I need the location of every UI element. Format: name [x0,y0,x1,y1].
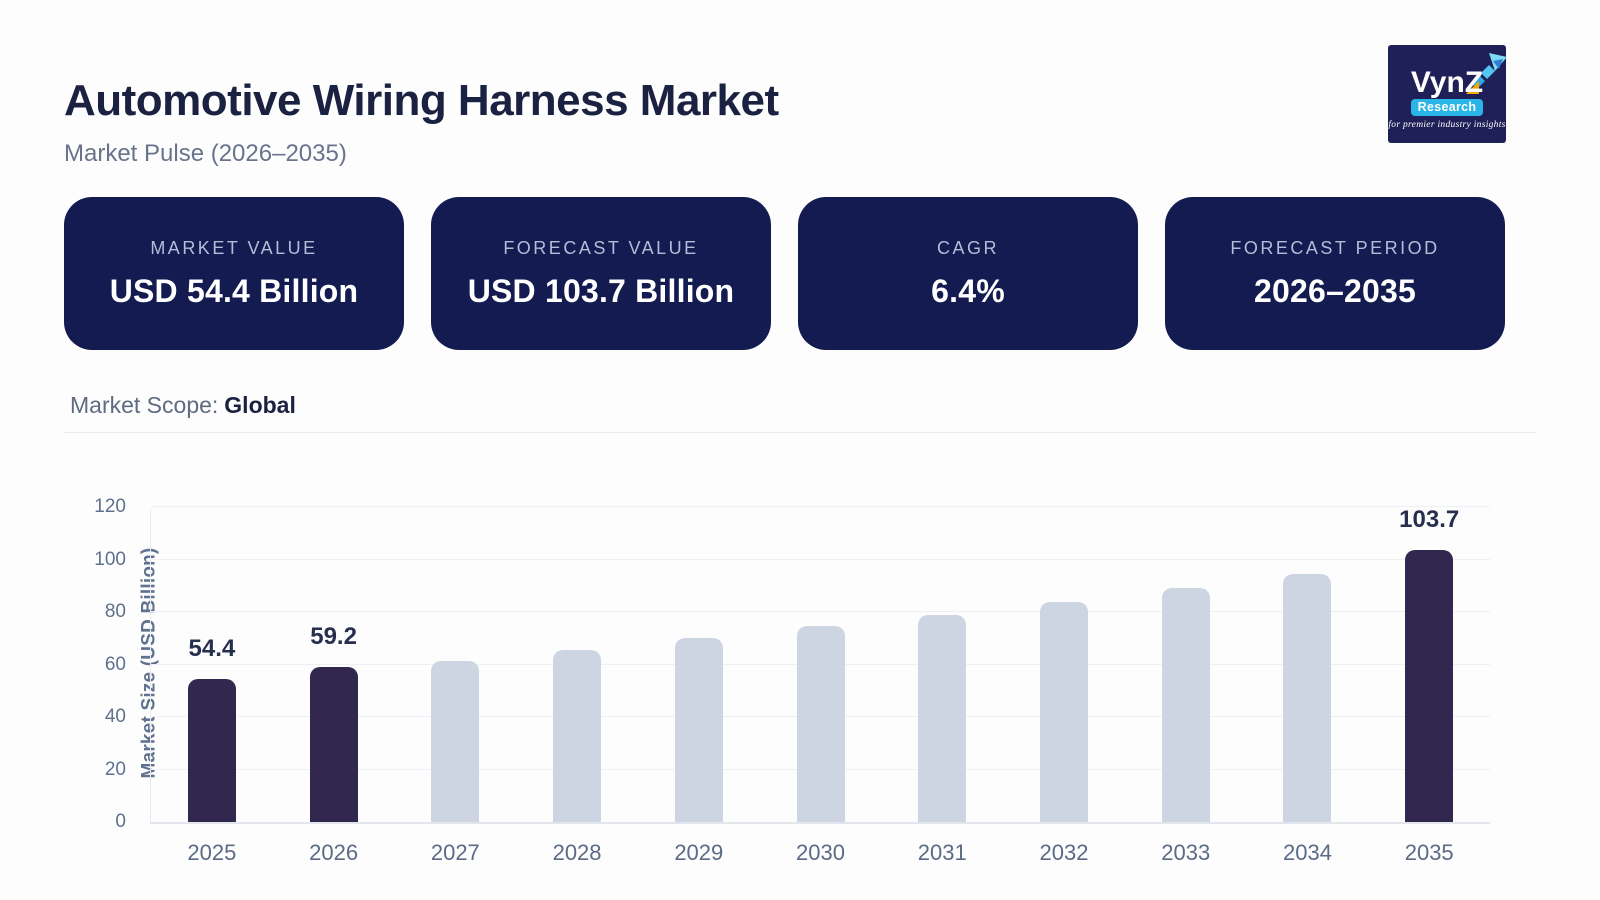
bar-2033 [1161,588,1210,822]
bar-cells: 54.4 2025 59.2 2026 2027 2028 2029 2030 2031 2032… [151,505,1490,865]
x-tick-2029: 2029 [674,840,724,865]
x-tick-2027: 2027 [430,840,480,865]
x-tick-2025: 2025 [187,840,237,865]
stat-card-cagr: CAGR 6.4% [798,197,1138,350]
stat-card-forecast-value: FORECAST VALUE USD 103.7 Billion [431,197,771,350]
x-tick-2026: 2026 [309,840,359,865]
data-label-2025: 54.4 [188,635,236,663]
bar-2032 [1040,601,1088,822]
bar-cell-2029: 2029 [638,509,760,865]
bar-cell-2031: 2031 [881,509,1003,865]
chart-plot-area: 0 20 40 60 80 100 120 54.4 2025 59.2 2026 2027 2028 2… [94,497,1490,865]
stat-card-market-value: MARKET VALUE USD 54.4 Billion [64,197,404,350]
y-tick-20: 20 [104,758,126,780]
bar-2025 [187,679,236,822]
y-tick-60: 60 [104,653,126,675]
y-tick-0: 0 [115,811,126,832]
stat-value: 2026–2035 [1254,272,1416,309]
page-title: Automotive Wiring Harness Market [64,76,779,125]
x-tick-2035: 2035 [1404,840,1454,865]
data-label-2035: 103.7 [1399,505,1460,533]
stat-value: USD 103.7 Billion [467,272,735,309]
market-scope-value: Global [224,392,296,418]
stat-label: MARKET VALUE [150,237,318,258]
stat-label: CAGR [936,237,999,258]
x-tick-2034: 2034 [1282,840,1332,865]
stat-value: 6.4% [931,272,1005,309]
x-tick-2031: 2031 [917,840,967,865]
logo-tagline: for premier industry insights [1388,119,1506,130]
logo-brand-row: VynZ [1410,52,1508,99]
y-tick-80: 80 [104,601,126,622]
bar-2027 [431,660,480,822]
bar-2034 [1283,573,1332,822]
y-tick-120: 120 [94,496,126,517]
bar-cell-2032: 2032 [1003,509,1125,865]
data-label-2026: 59.2 [310,622,357,650]
x-tick-2030: 2030 [796,840,846,865]
bar-cell-2034: 2034 [1247,509,1369,865]
bar-cell-2035: 103.7 2035 [1368,505,1490,865]
bar-2029 [674,638,723,822]
stat-label: FORECAST VALUE [503,237,699,258]
stat-card-forecast-period: FORECAST PERIOD 2026–2035 [1165,197,1505,350]
market-size-bar-chart: Market Size (USD Billion) 0 20 40 60 80 100 12… [64,455,1524,885]
bar-2028 [553,650,602,822]
bar-cell-2033: 2033 [1125,509,1247,865]
vynz-research-logo: VynZ Research for premier industry insig… [1388,45,1508,143]
stat-label: FORECAST PERIOD [1230,237,1440,258]
logo-brand-text: VynZ [1410,65,1484,99]
logo-research-badge: Research [1410,98,1484,116]
x-tick-2028: 2028 [552,840,602,865]
bar-2035 [1405,549,1454,822]
bar-2031 [918,614,967,822]
gridline-120 [151,506,1490,507]
bar-cell-2027: 2027 [394,509,516,865]
x-tick-2032: 2032 [1039,840,1089,865]
page-subtitle: Market Pulse (2026–2035) [64,140,347,167]
section-divider [64,432,1537,433]
logo-z-letter: Z [1464,65,1484,99]
stat-value: USD 54.4 Billion [109,272,359,309]
y-tick-40: 40 [104,706,126,727]
x-tick-2033: 2033 [1161,840,1211,865]
y-tick-100: 100 [94,548,126,570]
bar-cell-2025: 54.4 2025 [151,509,273,865]
stat-cards-row: MARKET VALUE USD 54.4 Billion FORECAST V… [64,197,1505,350]
bar-2030 [796,626,845,822]
bar-cell-2030: 2030 [760,509,882,865]
bar-cell-2026: 59.2 2026 [273,509,395,865]
bar-cell-2028: 2028 [516,509,638,865]
market-scope-label: Market Scope: [70,392,219,418]
bar-2026 [309,666,358,822]
market-scope-line: Market Scope: Global [70,392,296,419]
gridline-80 [151,611,1490,612]
gridline-100 [151,558,1490,560]
